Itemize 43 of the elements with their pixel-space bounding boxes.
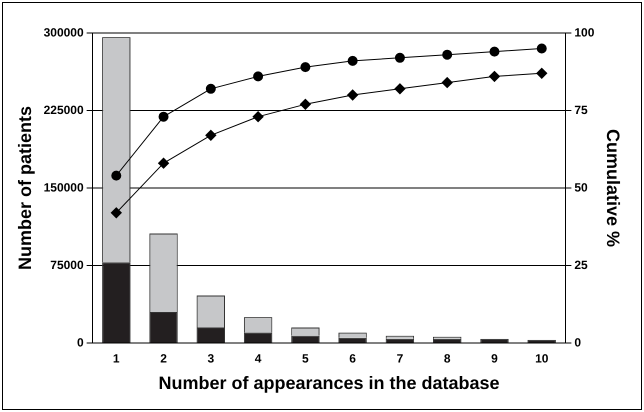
point bbox=[252, 111, 264, 122]
y-tick-label: 150000 bbox=[44, 180, 84, 194]
point bbox=[348, 56, 358, 66]
y-tick-label: 75000 bbox=[50, 258, 84, 272]
point bbox=[158, 158, 170, 169]
point bbox=[442, 50, 452, 60]
y-tick-label: 300000 bbox=[44, 25, 84, 40]
point bbox=[394, 83, 406, 94]
point bbox=[394, 52, 405, 63]
point bbox=[536, 68, 548, 79]
y-tick-label: 225000 bbox=[44, 102, 84, 117]
point bbox=[110, 207, 122, 218]
point bbox=[488, 70, 500, 82]
y2-tick-label: 0 bbox=[574, 335, 582, 350]
x-tick-label: 1 bbox=[112, 352, 120, 366]
x-axis-title: Number of appearances in the database bbox=[158, 373, 500, 394]
x-tick-label: 4 bbox=[254, 352, 262, 366]
x-tick-label: 7 bbox=[396, 352, 404, 366]
x-tick-label: 2 bbox=[160, 352, 168, 366]
point bbox=[442, 77, 453, 88]
x-tick-label: 5 bbox=[302, 352, 310, 366]
point bbox=[300, 98, 311, 110]
y-axis-title: Number of patients bbox=[14, 106, 35, 270]
point bbox=[158, 112, 169, 122]
x-tick-label: 10 bbox=[535, 352, 549, 366]
point bbox=[347, 90, 358, 100]
y2-tick-label: 75 bbox=[574, 102, 588, 117]
y2-tick-label: 100 bbox=[574, 25, 595, 40]
y2-tick-label: 25 bbox=[574, 258, 588, 272]
x-tick-label: 3 bbox=[207, 352, 214, 366]
x-tick-label: 6 bbox=[349, 352, 356, 366]
point bbox=[536, 44, 547, 54]
x-tick-label: 9 bbox=[491, 352, 498, 366]
x-tick-label: 8 bbox=[444, 352, 451, 366]
point bbox=[253, 71, 264, 82]
point bbox=[205, 130, 216, 141]
y2-axis-title: Cumulative % bbox=[603, 128, 624, 248]
point bbox=[300, 62, 310, 72]
point bbox=[111, 170, 122, 181]
y-tick-label: 0 bbox=[76, 335, 84, 350]
y2-tick-label: 50 bbox=[574, 180, 588, 194]
point bbox=[489, 46, 500, 57]
point bbox=[206, 84, 216, 94]
